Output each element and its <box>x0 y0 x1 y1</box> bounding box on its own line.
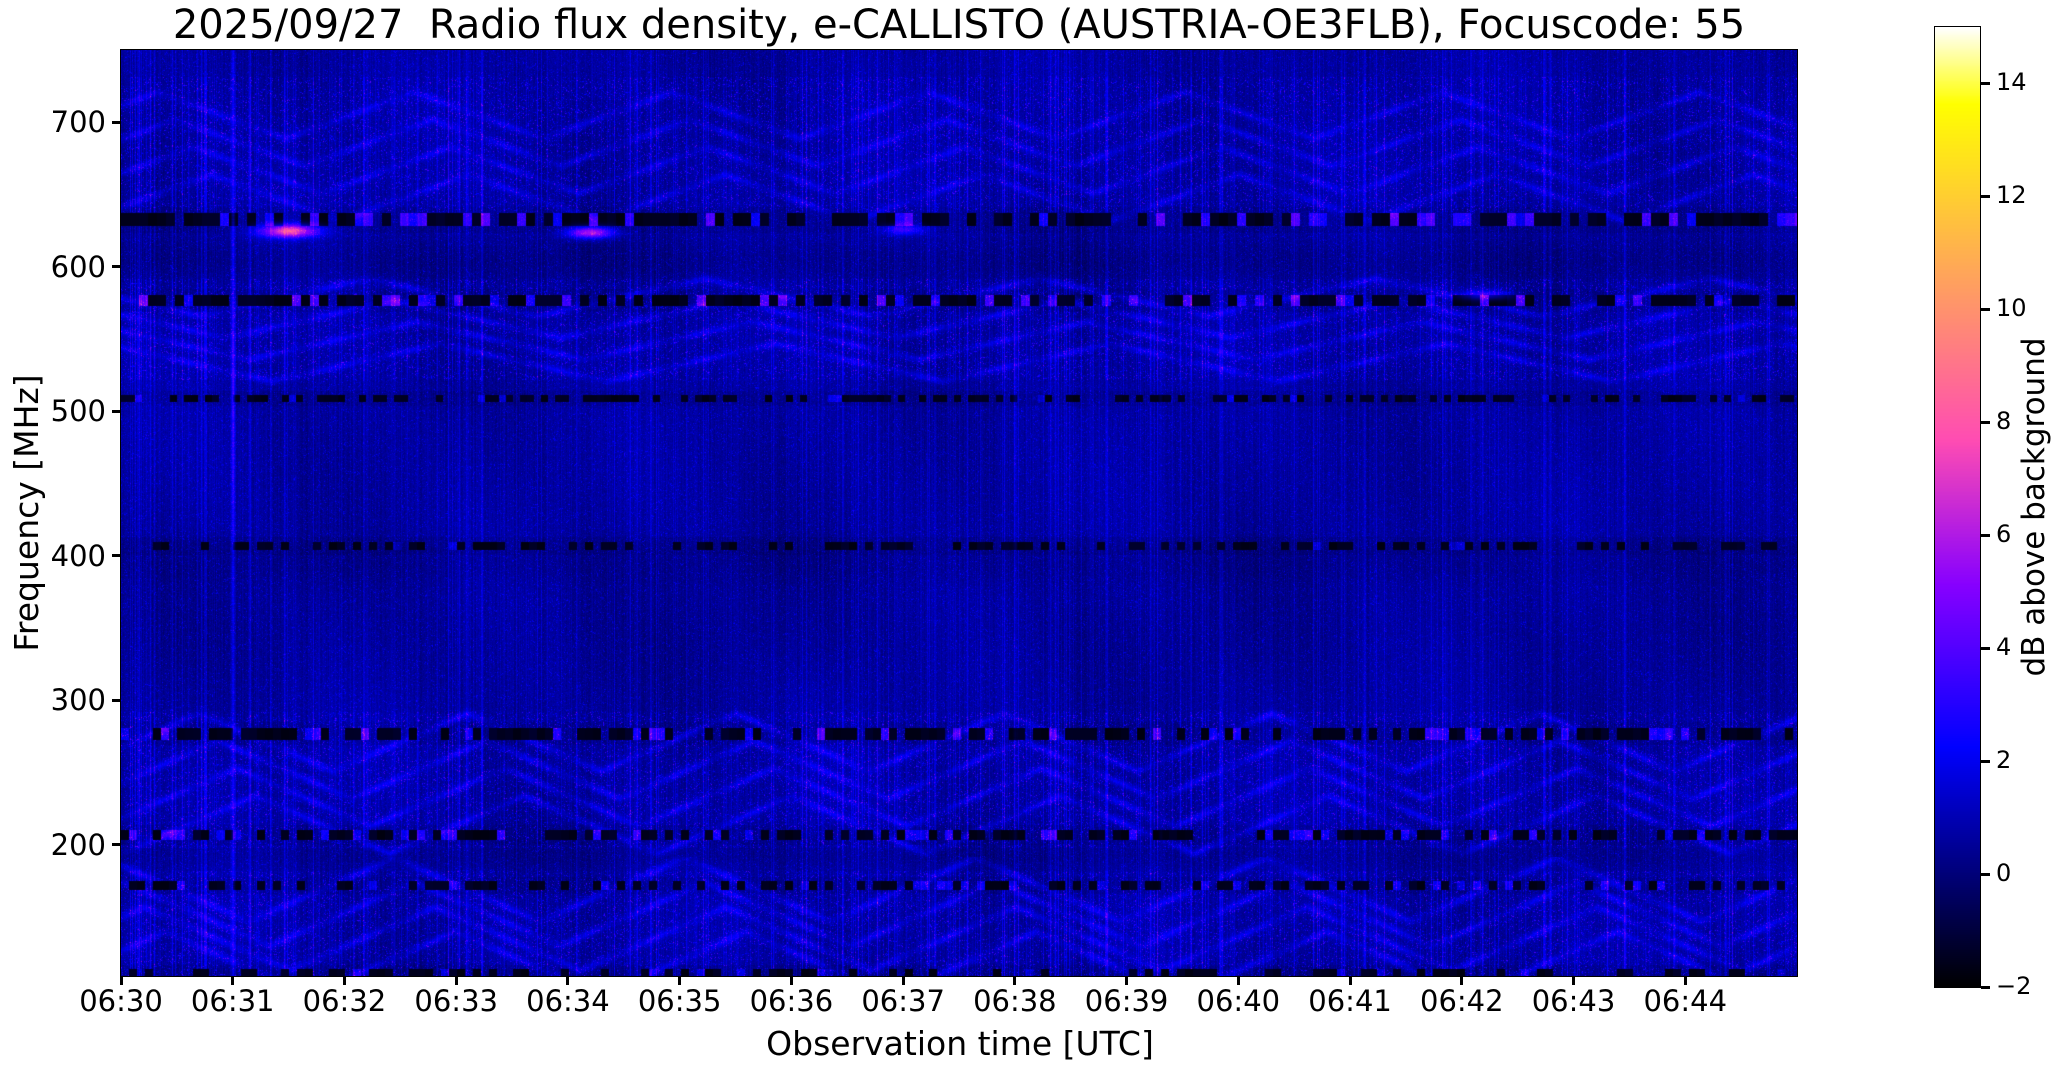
colorbar-tick-label: 6 <box>1996 520 2012 549</box>
x-tick-label: 06:42 <box>1420 984 1504 1018</box>
y-axis-label: Frequency [MHz] <box>7 374 46 652</box>
colorbar-tick-mark <box>1981 81 1990 85</box>
y-tick-mark <box>112 265 121 269</box>
y-tick-mark <box>112 843 121 847</box>
plot-frame <box>120 49 1798 977</box>
colorbar-tick-label: 10 <box>1996 294 2027 323</box>
y-tick-label: 400 <box>50 538 106 573</box>
x-tick-mark <box>1572 976 1576 985</box>
colorbar-tick-mark <box>1981 872 1990 876</box>
colorbar-tick-label: −2 <box>1996 972 2032 1000</box>
x-tick-label: 06:37 <box>861 984 945 1018</box>
colorbar-tick-label: 0 <box>1996 859 2012 888</box>
x-tick-label: 06:41 <box>1308 984 1392 1018</box>
y-tick-mark <box>112 698 121 702</box>
x-tick-label: 06:36 <box>749 984 834 1018</box>
x-tick-label: 06:35 <box>637 984 722 1018</box>
colorbar-tick-mark <box>1981 985 1990 989</box>
x-tick-mark <box>1683 976 1687 985</box>
colorbar-tick-mark <box>1981 646 1990 650</box>
colorbar-tick-label: 14 <box>1996 68 2027 97</box>
colorbar-tick-label: 8 <box>1996 407 2012 436</box>
x-tick-mark <box>1348 976 1352 985</box>
x-tick-mark <box>1013 976 1017 985</box>
colorbar-tick-label: 12 <box>1996 181 2027 210</box>
colorbar-tick-mark <box>1981 194 1990 198</box>
y-tick-label: 200 <box>50 827 106 862</box>
y-tick-label: 300 <box>50 683 106 718</box>
y-tick-label: 700 <box>50 105 106 140</box>
x-tick-label: 06:34 <box>526 984 610 1018</box>
y-tick-label: 500 <box>50 394 106 429</box>
x-tick-mark <box>1460 976 1464 985</box>
colorbar-tick-mark <box>1981 307 1990 311</box>
x-tick-mark <box>789 976 793 985</box>
x-tick-mark <box>342 976 346 985</box>
x-tick-mark <box>231 976 235 985</box>
colorbar-gradient <box>1935 27 1980 987</box>
x-tick-mark <box>566 976 570 985</box>
x-tick-label: 06:40 <box>1196 984 1281 1018</box>
x-tick-label: 06:43 <box>1531 984 1616 1018</box>
y-tick-mark <box>112 409 121 413</box>
x-tick-label: 06:30 <box>79 984 163 1018</box>
x-tick-mark <box>119 976 123 985</box>
x-tick-label: 06:38 <box>973 984 1057 1018</box>
x-tick-label: 06:33 <box>414 984 498 1018</box>
colorbar-tick-label: 2 <box>1996 746 2012 775</box>
y-tick-mark <box>112 120 121 124</box>
x-tick-mark <box>678 976 682 985</box>
spectrogram-heatmap <box>121 50 1797 976</box>
x-axis-label: Observation time [UTC] <box>766 1024 1154 1063</box>
colorbar-tick-mark <box>1981 420 1990 424</box>
x-tick-mark <box>901 976 905 985</box>
colorbar-tick-mark <box>1981 533 1990 537</box>
x-tick-label: 06:44 <box>1643 984 1728 1018</box>
x-tick-mark <box>1236 976 1240 985</box>
colorbar-tick-label: 4 <box>1996 633 2012 662</box>
colorbar-frame <box>1934 26 1981 988</box>
colorbar-tick-mark <box>1981 759 1990 763</box>
y-tick-label: 600 <box>50 249 106 284</box>
x-tick-mark <box>454 976 458 985</box>
y-tick-mark <box>112 554 121 558</box>
x-tick-mark <box>1125 976 1129 985</box>
x-tick-label: 06:39 <box>1084 984 1169 1018</box>
plot-title: 2025/09/27 Radio flux density, e-CALLIST… <box>172 2 1746 48</box>
x-tick-label: 06:32 <box>302 984 387 1018</box>
x-tick-label: 06:31 <box>190 984 275 1018</box>
